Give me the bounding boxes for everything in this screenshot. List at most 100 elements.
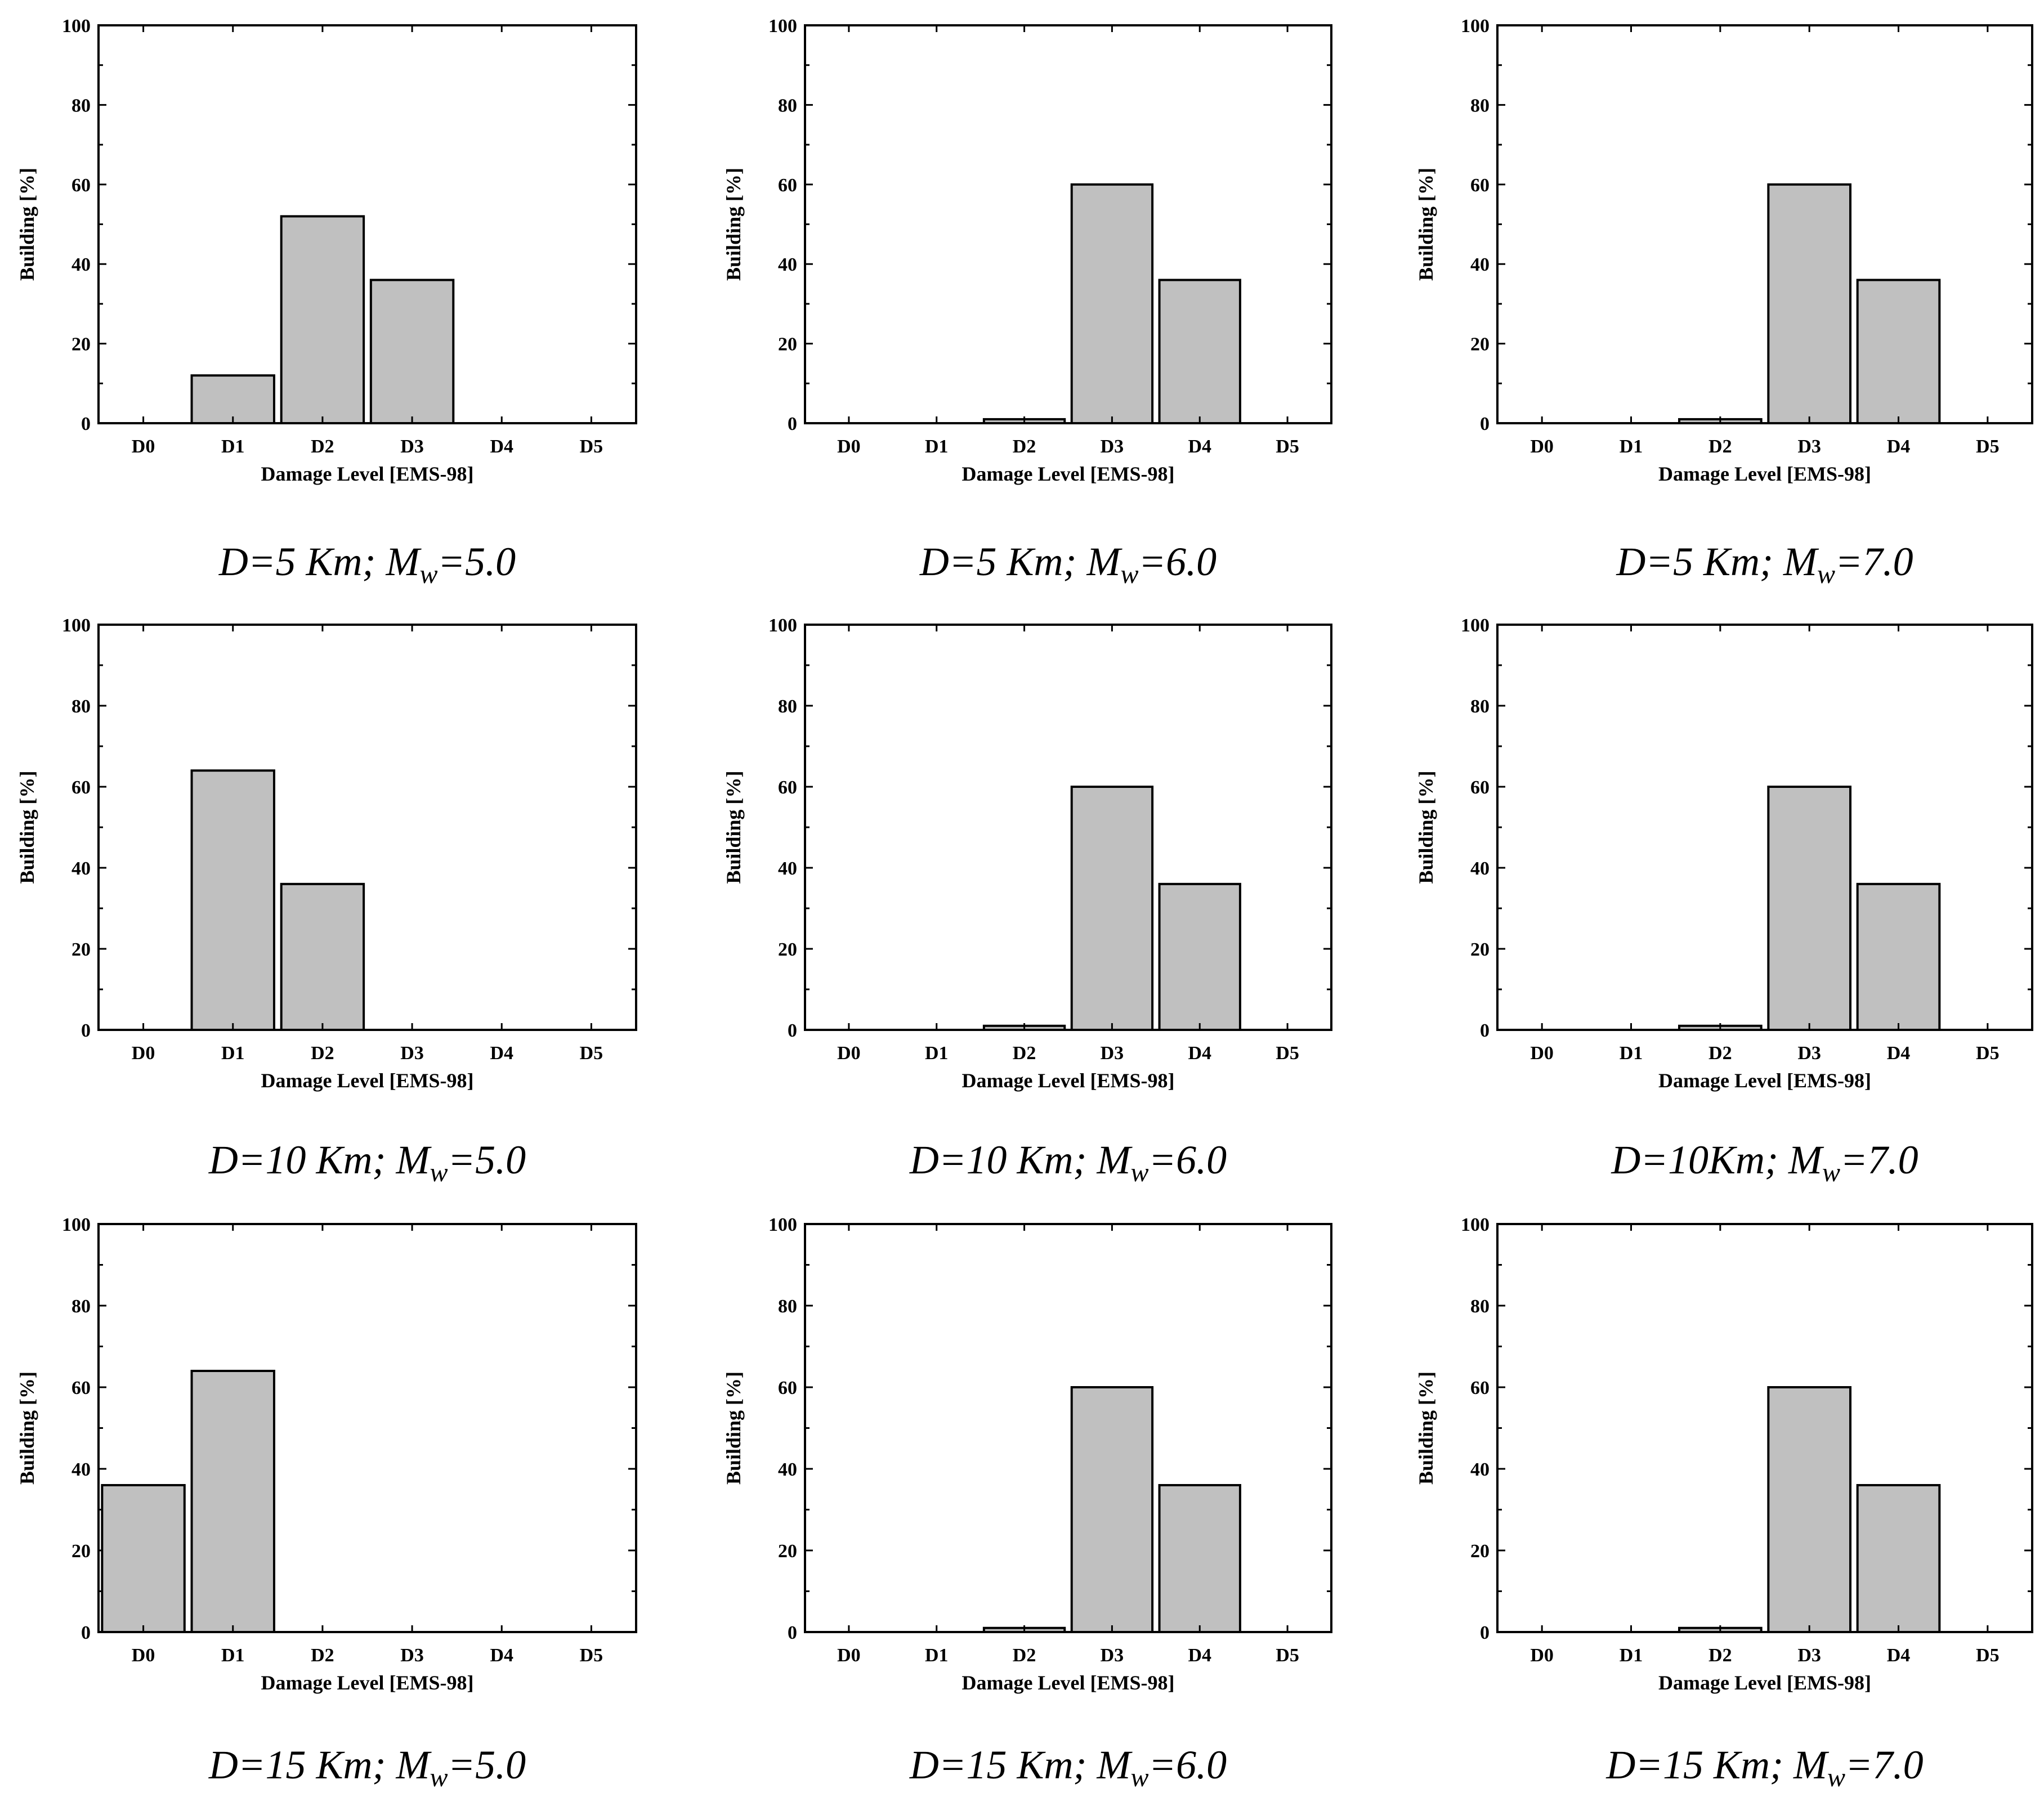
caption-suffix: =5.0: [437, 539, 516, 584]
y-tick-label: 0: [81, 1020, 91, 1041]
x-tick-label: D2: [311, 1043, 334, 1064]
caption-subscript: w: [1130, 1763, 1148, 1792]
caption-suffix: =7.0: [1845, 1742, 1924, 1787]
y-axis-label: Building [%]: [16, 770, 38, 884]
bar-d1: [190, 1370, 275, 1633]
y-tick-label: 0: [788, 1020, 797, 1041]
caption-subscript: w: [1130, 1158, 1148, 1187]
y-tick-label: 60: [71, 1378, 91, 1398]
caption-subscript: w: [1817, 559, 1835, 589]
y-tick-label: 20: [778, 939, 797, 960]
caption-suffix: =6.0: [1148, 1742, 1227, 1787]
caption-prefix: D=15 Km; M: [909, 1742, 1133, 1787]
y-tick-label: 0: [1480, 1622, 1490, 1643]
panel-caption: D=5 Km; Mw=6.0: [919, 539, 1216, 589]
x-tick-label: D3: [1797, 1645, 1821, 1666]
caption-suffix: =6.0: [1138, 539, 1216, 584]
panel-caption: D=15 Km; Mw=5.0: [208, 1742, 526, 1792]
caption-prefix: D=10 Km; M: [909, 1137, 1133, 1182]
x-tick-label: D5: [1276, 436, 1299, 457]
caption-prefix: D=10Km; M: [1611, 1137, 1824, 1182]
caption-subscript: w: [1827, 1763, 1845, 1792]
x-tick-label: D5: [1276, 1645, 1299, 1666]
x-axis-label: Damage Level [EMS-98]: [261, 463, 474, 485]
panel-caption: D=10Km; Mw=7.0: [1611, 1137, 1918, 1187]
caption-suffix: =5.0: [448, 1742, 526, 1787]
y-tick-label: 100: [768, 16, 797, 37]
y-axis-label: Building [%]: [722, 168, 745, 281]
caption-prefix: D=10 Km; M: [208, 1137, 432, 1182]
panel-caption: D=10 Km; Mw=5.0: [208, 1137, 526, 1187]
x-axis-label: Damage Level [EMS-98]: [962, 1069, 1175, 1092]
caption-suffix: =6.0: [1148, 1137, 1227, 1182]
x-axis-label: Damage Level [EMS-98]: [962, 463, 1175, 485]
plot-frame: [804, 624, 1332, 1031]
y-tick-label: 100: [768, 615, 797, 636]
x-tick-label: D3: [1101, 436, 1124, 457]
x-tick-label: D3: [400, 1645, 424, 1666]
x-tick-label: D5: [1976, 436, 2000, 457]
x-tick-label: D1: [925, 1645, 949, 1666]
y-axis-label: Building [%]: [16, 1371, 38, 1485]
caption-subscript: w: [430, 1158, 448, 1187]
panel-caption: D=5 Km; Mw=7.0: [1616, 539, 1913, 589]
y-tick-label: 60: [778, 175, 797, 196]
panel-caption: D=5 Km; Mw=5.0: [218, 539, 516, 589]
y-tick-label: 80: [1470, 95, 1490, 116]
y-tick-label: 100: [1461, 615, 1490, 636]
y-tick-label: 60: [1470, 1378, 1490, 1398]
y-axis-label: Building [%]: [1415, 770, 1437, 884]
y-tick-label: 20: [1470, 334, 1490, 355]
bar-d3: [1070, 183, 1154, 424]
x-axis-label: Damage Level [EMS-98]: [261, 1671, 474, 1694]
y-tick-label: 60: [71, 777, 91, 798]
y-tick-label: 80: [71, 696, 91, 717]
y-tick-label: 20: [778, 334, 797, 355]
x-tick-label: D2: [1013, 1645, 1036, 1666]
x-tick-label: D4: [490, 436, 513, 457]
x-tick-label: D4: [1188, 436, 1211, 457]
y-tick-label: 40: [778, 858, 797, 879]
bar-d4: [1856, 1484, 1941, 1633]
x-axis-label: Damage Level [EMS-98]: [1658, 1671, 1871, 1694]
x-tick-label: D3: [400, 436, 424, 457]
bar-d3: [369, 279, 455, 425]
y-tick-label: 20: [71, 1541, 91, 1562]
caption-suffix: =7.0: [1835, 539, 1913, 584]
x-tick-label: D0: [1530, 1645, 1554, 1666]
x-tick-label: D4: [1887, 436, 1911, 457]
caption-prefix: D=5 Km; M: [1616, 539, 1819, 584]
x-tick-label: D5: [580, 1043, 603, 1064]
x-tick-label: D2: [311, 436, 334, 457]
bar-d0: [101, 1484, 186, 1633]
plot-frame: [804, 24, 1332, 424]
y-tick-label: 20: [1470, 1541, 1490, 1562]
x-tick-label: D1: [221, 436, 245, 457]
y-axis-label: Building [%]: [1415, 168, 1437, 281]
y-tick-label: 20: [71, 334, 91, 355]
x-tick-label: D1: [1620, 1043, 1643, 1064]
x-tick-label: D0: [1530, 436, 1554, 457]
plot-frame: [97, 624, 637, 1031]
caption-subscript: w: [419, 559, 437, 589]
x-axis-label: Damage Level [EMS-98]: [1658, 1069, 1871, 1092]
chart-panel-9: 0 20 40 60 80 100 D0 D1 D2 D3 D4 D5 Damage Level [EM…: [1415, 1214, 2033, 1792]
y-tick-label: 100: [62, 1214, 91, 1235]
x-tick-label: D5: [1276, 1043, 1299, 1064]
x-tick-label: D3: [1101, 1645, 1124, 1666]
y-tick-label: 40: [1470, 1459, 1490, 1480]
y-tick-label: 80: [71, 95, 91, 116]
x-tick-label: D5: [580, 436, 603, 457]
x-tick-label: D1: [1620, 1645, 1643, 1666]
y-tick-label: 0: [1480, 1020, 1490, 1041]
x-tick-label: D2: [1013, 1043, 1036, 1064]
bar-d4: [1158, 1484, 1241, 1633]
x-tick-label: D4: [1887, 1645, 1911, 1666]
plot-frame: [804, 1223, 1332, 1633]
x-tick-label: D5: [580, 1645, 603, 1666]
bar-d1: [190, 769, 275, 1031]
bar-d4: [1158, 279, 1241, 425]
y-tick-label: 100: [62, 615, 91, 636]
x-tick-label: D2: [311, 1645, 334, 1666]
x-tick-label: D5: [1976, 1043, 2000, 1064]
